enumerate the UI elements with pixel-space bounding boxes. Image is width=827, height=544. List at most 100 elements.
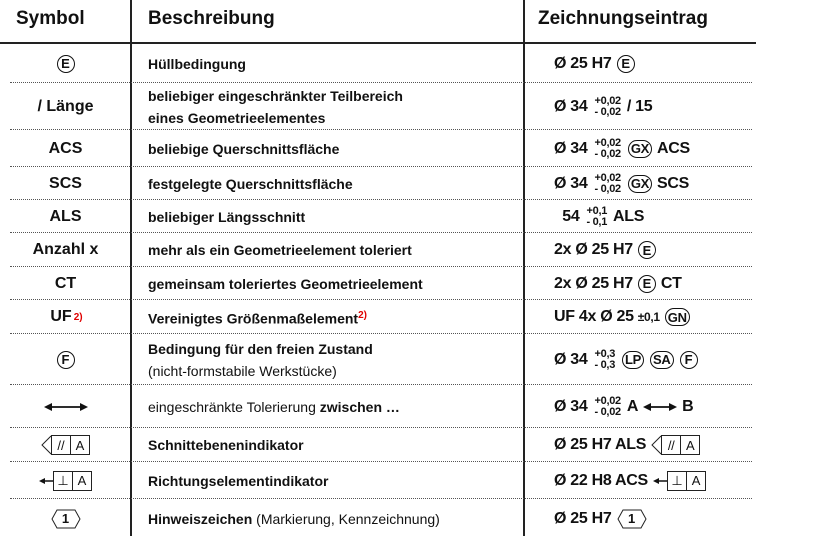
- entry-text: CT: [54, 274, 77, 292]
- description-part: eingeschränkte Tolerierung: [148, 398, 320, 415]
- tolerance: +0,02- 0,02: [594, 395, 622, 418]
- description-part: beliebiger Längsschnitt: [148, 208, 306, 225]
- double-arrow-icon: [43, 402, 88, 411]
- description-cell: Richtungselementindikator: [148, 462, 518, 499]
- drawing-entry-cell: Ø 25 H7 ALS//A: [552, 428, 762, 462]
- symbol-cell: UF 2): [0, 300, 131, 334]
- description-line: Vereinigtes Größenmaßelement2): [148, 305, 367, 330]
- table-row: ALS beliebiger Längsschnitt 54 +0,1- 0,1 AL…: [0, 200, 756, 233]
- row-separator: [10, 384, 752, 385]
- description-cell: festgelegte Querschnittsfläche: [148, 167, 518, 200]
- header-symbol: Symbol: [16, 8, 85, 29]
- description-line: Schnittebenenindikator: [148, 434, 304, 456]
- description-line: eines Geometrieelementes: [148, 107, 403, 129]
- lower-deviation: - 0,1: [586, 215, 608, 228]
- frame-datum: A: [686, 470, 706, 491]
- drawing-entry-cell: 54 +0,1- 0,1 ALS: [552, 200, 762, 233]
- description-part: beliebige Querschnittsfläche: [148, 140, 340, 157]
- description-text: gemeinsam toleriertes Geometrieelement: [148, 273, 423, 295]
- circled-modifier-lp-icon: LP: [622, 350, 645, 369]
- upper-deviation: +0,3: [594, 347, 616, 360]
- row-separator: [10, 427, 752, 428]
- header-description: Beschreibung: [148, 8, 275, 29]
- hexagon-label: 1: [628, 511, 635, 526]
- table-row: ⊥ A Richtungselementindikator Ø 22 H8 ACS ⊥ A: [0, 462, 756, 499]
- description-cell: Hinweiszeichen (Markierung, Kennzeichnun…: [148, 499, 518, 538]
- drawing-entry-cell: UF 4x Ø 25 ±0,1 GN: [552, 300, 762, 334]
- description-text: Vereinigtes Größenmaßelement2): [148, 305, 367, 330]
- entry-text: Ø 34: [554, 397, 588, 415]
- description-line: beliebiger eingeschränkter Teilbereich: [148, 85, 403, 107]
- circled-modifier-f-icon: F: [56, 350, 75, 369]
- upper-deviation: +0,1: [586, 204, 608, 217]
- description-cell: Vereinigtes Größenmaßelement2): [148, 300, 518, 334]
- column-divider: [523, 0, 525, 536]
- description-part: Vereinigtes Größenmaßelement: [148, 310, 359, 327]
- intersection-plane-indicator-icon: //A: [41, 435, 90, 455]
- entry-text: Ø 34: [554, 139, 588, 157]
- lower-deviation: - 0,02: [594, 405, 622, 418]
- direction-feature-indicator-icon: ⊥ A: [652, 470, 706, 491]
- frame-datum: A: [73, 470, 92, 491]
- description-part: Richtungselementindikator: [148, 472, 329, 489]
- circled-modifier-gx-icon: GX: [627, 174, 653, 193]
- entry-text: Ø 25 H7: [554, 54, 612, 72]
- row-separator: [10, 199, 752, 200]
- description-cell: gemeinsam toleriertes Geometrieelement: [148, 267, 518, 300]
- entry-text: SCS: [657, 174, 690, 192]
- description-line: Bedingung für den freien Zustand: [148, 338, 373, 360]
- description-text: beliebiger Längsschnitt: [148, 206, 305, 228]
- symbol-cell: //A: [0, 428, 131, 462]
- description-line: beliebige Querschnittsfläche: [148, 138, 339, 160]
- frame-symbol: //: [661, 435, 682, 455]
- entry-text: Ø 34: [554, 97, 588, 115]
- symbol-cell: 1: [0, 499, 131, 538]
- symbol-cell: ⊥ A: [0, 462, 131, 499]
- circled-modifier-f-icon: F: [679, 350, 698, 369]
- footnote-marker: 2): [73, 311, 83, 323]
- table-row: UF 2) Vereinigtes Größenmaßelement2) UF 4x …: [0, 300, 756, 334]
- description-part: beliebiger eingeschränkter Teilbereich: [148, 87, 403, 104]
- table-row: eingeschränkte Tolerierung zwischen … Ø 3…: [0, 385, 756, 428]
- lower-deviation: - 0,02: [594, 147, 622, 160]
- hexagon-label: 1: [61, 511, 70, 526]
- double-arrow-icon: [643, 402, 678, 411]
- row-separator: [10, 82, 752, 83]
- circled-modifier-gx-icon: GX: [627, 139, 653, 158]
- description-cell: mehr als ein Geometrieelement toleriert: [148, 233, 518, 267]
- entry-text: ACS: [657, 139, 690, 157]
- description-text: eingeschränkte Tolerierung zwischen …: [148, 396, 400, 418]
- entry-text: / Länge: [37, 97, 94, 115]
- table-row: F Bedingung für den freien Zustand (nicht-…: [0, 334, 756, 385]
- drawing-entry-cell: Ø 34 +0,02- 0,02/ 15: [552, 83, 762, 130]
- description-part: (nicht-formstabile Werkstücke): [148, 362, 337, 379]
- description-cell: Hüllbedingung: [148, 44, 518, 83]
- drawing-entry-cell: Ø 22 H8 ACS ⊥ A: [552, 462, 762, 499]
- upper-deviation: +0,02: [594, 136, 622, 149]
- upper-deviation: +0,02: [594, 94, 622, 107]
- tolerance: +0,1- 0,1: [586, 204, 608, 228]
- description-part: eines Geometrieelementes: [148, 109, 326, 126]
- entry-text: ALS: [613, 207, 645, 225]
- description-cell: beliebiger eingeschränkter Teilbereich ei…: [148, 83, 518, 130]
- frame-symbol: ⊥: [666, 470, 687, 491]
- symbol-cell: [0, 385, 131, 428]
- entry-text: A: [626, 397, 639, 415]
- description-part: Hinweiszeichen: [148, 510, 253, 527]
- table-row: E Hüllbedingung Ø 25 H7 E: [0, 44, 756, 83]
- direction-feature-indicator-icon: ⊥ A: [39, 470, 92, 491]
- entry-text: ALS: [49, 207, 82, 225]
- entry-text: B: [682, 397, 694, 415]
- symbol-cell: CT: [0, 267, 131, 300]
- column-divider: [130, 0, 132, 536]
- row-separator: [10, 333, 752, 334]
- description-cell: eingeschränkte Tolerierung zwischen …: [148, 385, 518, 428]
- description-line: Richtungselementindikator: [148, 470, 328, 492]
- circled-modifier-e-icon: E: [56, 54, 75, 73]
- upper-deviation: +0,02: [594, 171, 622, 184]
- row-separator: [10, 129, 752, 130]
- description-part: Bedingung für den freien Zustand: [148, 340, 373, 357]
- symbol-cell: ALS: [0, 200, 131, 233]
- description-line: festgelegte Querschnittsfläche: [148, 173, 353, 195]
- tolerance-text: ±0,1: [637, 310, 660, 324]
